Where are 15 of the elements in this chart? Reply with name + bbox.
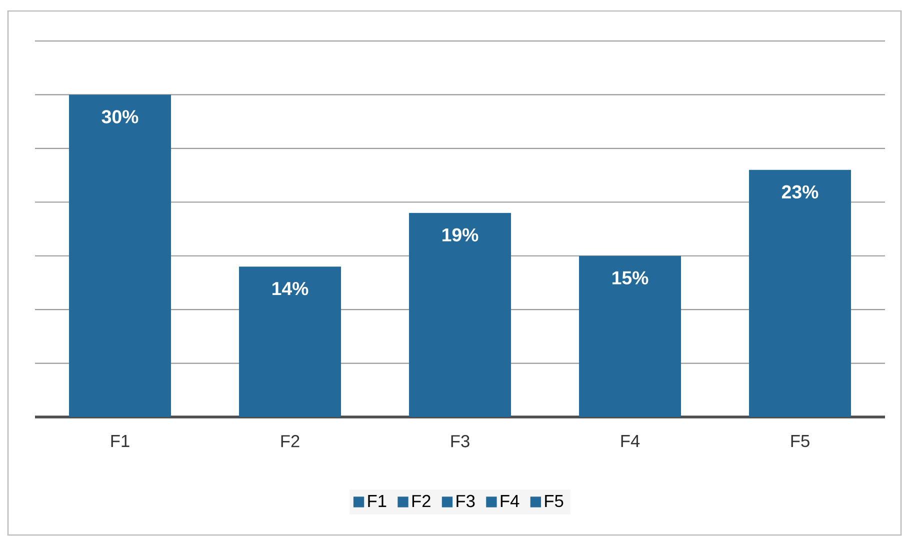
x-tick-label: F5 [791,435,810,448]
legend-label: F1 [368,495,386,507]
x-tick-label: F4 [621,435,640,447]
legend-label: F2 [412,494,430,508]
data-label: 14% [272,282,308,296]
data-label: 19% [442,228,478,242]
data-label: 30% [102,110,138,124]
legend-label: F3 [456,494,475,508]
legend-label: F4 [500,495,520,507]
data-label: 23% [782,185,818,199]
legend-label: F5 [545,495,564,508]
x-tick-label: F3 [451,435,470,448]
x-tick-label: F1 [111,435,130,447]
x-tick-label: F2 [281,435,300,448]
data-label: 15% [612,271,648,284]
